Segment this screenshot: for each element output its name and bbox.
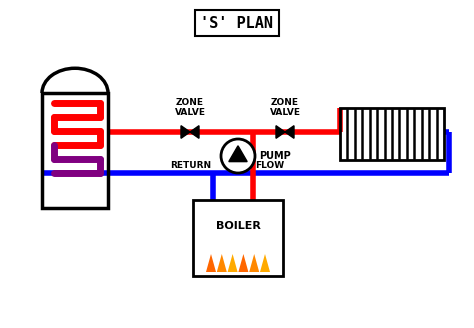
Text: RETURN: RETURN	[170, 161, 211, 170]
Polygon shape	[238, 254, 248, 272]
Polygon shape	[206, 254, 216, 272]
Polygon shape	[285, 126, 294, 138]
Polygon shape	[260, 254, 270, 272]
Bar	[340, 108, 444, 160]
Polygon shape	[190, 126, 199, 138]
Polygon shape	[181, 126, 190, 138]
Bar	[42, 93, 108, 208]
Text: ZONE
VALVE: ZONE VALVE	[270, 98, 301, 117]
Text: BOILER: BOILER	[216, 221, 260, 231]
Polygon shape	[228, 254, 237, 272]
Text: PUMP: PUMP	[259, 151, 291, 161]
Text: ZONE
VALVE: ZONE VALVE	[174, 98, 206, 117]
Polygon shape	[276, 126, 285, 138]
Polygon shape	[249, 254, 259, 272]
Polygon shape	[217, 254, 227, 272]
Text: FLOW: FLOW	[255, 161, 284, 170]
Bar	[193, 200, 283, 276]
Text: 'S' PLAN: 'S' PLAN	[201, 15, 273, 31]
Circle shape	[221, 139, 255, 173]
Polygon shape	[229, 146, 247, 162]
